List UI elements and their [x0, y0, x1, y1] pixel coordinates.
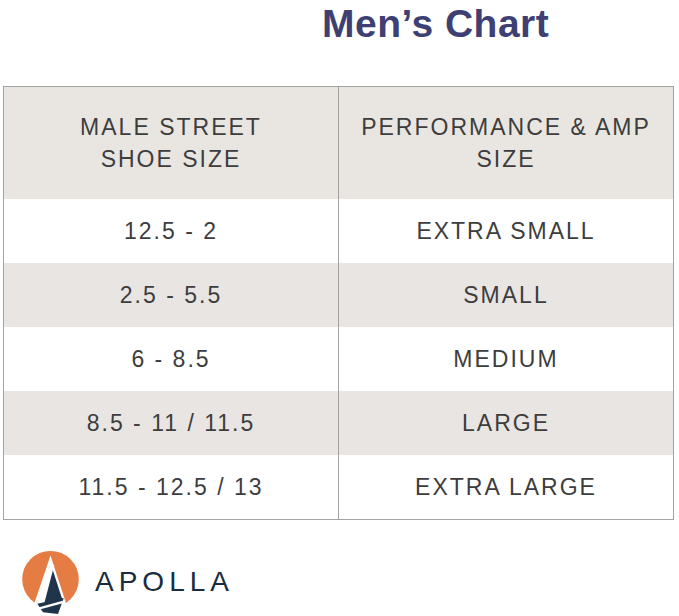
table-row: 8.5 - 11 / 11.5 LARGE — [4, 391, 673, 455]
cell-shoe-size: 11.5 - 12.5 / 13 — [4, 455, 338, 519]
cell-shoe-size: 2.5 - 5.5 — [4, 263, 338, 327]
table-row: 12.5 - 2 EXTRA SMALL — [4, 199, 673, 263]
cell-shoe-size: 6 - 8.5 — [4, 327, 338, 391]
apolla-logo-icon — [19, 549, 82, 615]
table-header-row: MALE STREET SHOE SIZE PERFORMANCE & AMP … — [4, 87, 673, 199]
table-row: 11.5 - 12.5 / 13 EXTRA LARGE — [4, 455, 673, 519]
cell-amp-size: EXTRA SMALL — [338, 199, 673, 263]
size-chart-table: MALE STREET SHOE SIZE PERFORMANCE & AMP … — [3, 86, 674, 520]
page-title: Men’s Chart — [322, 2, 549, 46]
header-shoe-size-line2: SHOE SIZE — [101, 143, 242, 175]
brand-footer: APOLLA — [19, 549, 234, 615]
cell-shoe-size: 8.5 - 11 / 11.5 — [4, 391, 338, 455]
brand-name: APOLLA — [95, 566, 234, 598]
cell-amp-size: MEDIUM — [338, 327, 673, 391]
header-amp-size-line1: PERFORMANCE & AMP — [361, 111, 651, 143]
header-amp-size-line2: SIZE — [476, 143, 535, 175]
cell-amp-size: EXTRA LARGE — [338, 455, 673, 519]
cell-amp-size: SMALL — [338, 263, 673, 327]
cell-amp-size: LARGE — [338, 391, 673, 455]
cell-shoe-size: 12.5 - 2 — [4, 199, 338, 263]
size-chart-page: Men’s Chart MALE STREET SHOE SIZE PERFOR… — [0, 0, 679, 616]
header-cell-amp-size: PERFORMANCE & AMP SIZE — [338, 87, 673, 199]
header-cell-shoe-size: MALE STREET SHOE SIZE — [4, 87, 338, 199]
table-row: 2.5 - 5.5 SMALL — [4, 263, 673, 327]
header-shoe-size-line1: MALE STREET — [80, 111, 262, 143]
table-row: 6 - 8.5 MEDIUM — [4, 327, 673, 391]
